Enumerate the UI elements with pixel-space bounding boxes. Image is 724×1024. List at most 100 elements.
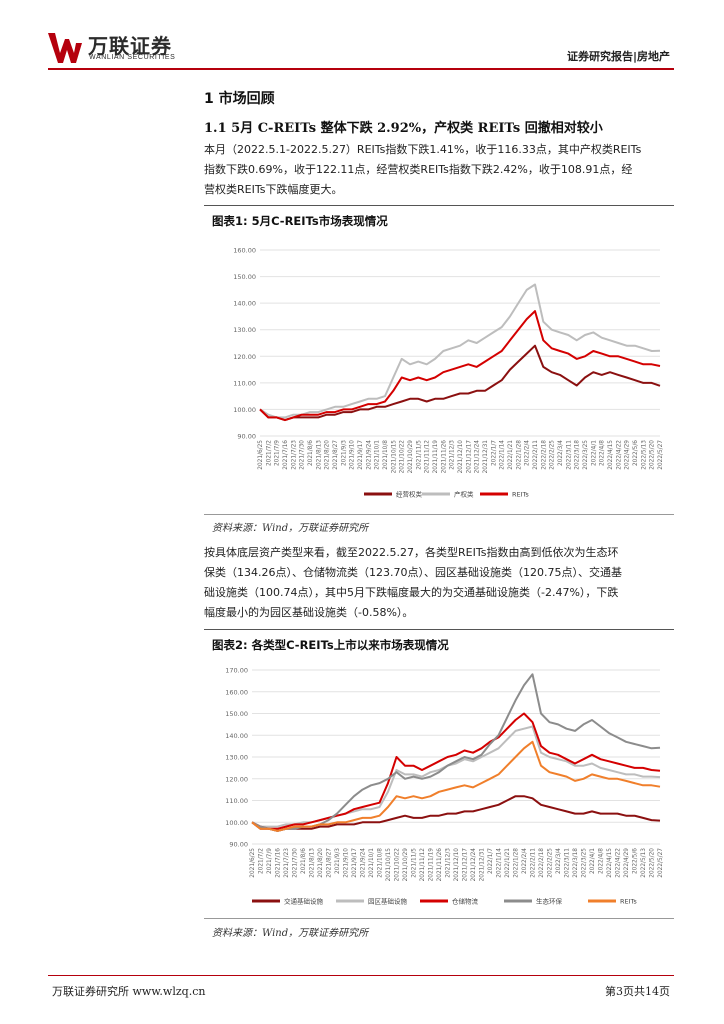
footer-org: 万联证券研究所 www.wlzq.cn xyxy=(52,985,206,998)
x-tick-label: 2022/5/20 xyxy=(650,848,656,878)
y-tick-label: 90.00 xyxy=(237,433,256,441)
x-tick-label: 2021/7/9 xyxy=(275,440,281,466)
series-line xyxy=(259,310,661,422)
paragraph-line: 本月（2022.5.1-2022.5.27）REITs指数下跌1.41%，收于1… xyxy=(204,143,642,156)
footer-divider xyxy=(48,975,674,976)
x-tick-label: 2022/1/28 xyxy=(514,848,520,878)
x-tick-label: 2021/7/23 xyxy=(291,440,297,470)
x-tick-label: 2021/8/20 xyxy=(325,440,331,470)
figure1-top-rule xyxy=(204,205,674,206)
figure1-chart: 90.00 100.00 110.00 120.00 130.00 140.00 150.0… xyxy=(233,247,664,499)
legend-label: REITs xyxy=(512,491,529,499)
x-tick-label: 2021/8/13 xyxy=(316,440,322,470)
x-tick-label: 2022/2/11 xyxy=(531,848,537,878)
x-tick-label: 2021/12/3 xyxy=(446,848,452,878)
x-tick-label: 2021/12/17 xyxy=(463,848,469,882)
x-tick-label: 2022/5/6 xyxy=(633,440,639,466)
x-tick-label: 2021/10/22 xyxy=(395,848,401,882)
x-tick-label: 2022/2/18 xyxy=(541,440,547,470)
figure2-bottom-rule xyxy=(204,918,674,919)
report-type-label: 证券研究报告|房地产 xyxy=(566,50,670,63)
x-tick-label: 2021/12/24 xyxy=(471,848,477,882)
series-line xyxy=(251,712,661,830)
y-tick-label: 90.00 xyxy=(229,841,248,849)
section-subtitle: 1.1 5月 C-REITs 整体下跌 2.92%，产权类 REITs 回撤相对… xyxy=(204,121,603,136)
x-tick-label: 2022/4/8 xyxy=(599,848,605,874)
paragraph-line: 保类（134.26点）、仓储物流类（123.70点）、园区基础设施类（120.7… xyxy=(204,566,622,579)
section-title: 1 市场回顾 xyxy=(204,91,275,107)
x-tick-label: 2021/11/5 xyxy=(412,848,418,878)
x-tick-label: 2021/10/8 xyxy=(383,440,389,470)
x-tick-label: 2022/3/4 xyxy=(558,440,564,466)
x-tick-label: 2021/9/10 xyxy=(344,848,350,878)
x-tick-label: 2022/2/4 xyxy=(522,848,528,874)
x-tick-label: 2021/10/15 xyxy=(391,440,397,474)
x-tick-label: 2021/12/17 xyxy=(466,440,472,474)
x-tick-label: 2022/5/6 xyxy=(633,848,639,874)
y-tick-label: 130.00 xyxy=(233,326,256,334)
x-tick-label: 2021/12/31 xyxy=(480,848,486,882)
series-line xyxy=(251,740,661,832)
y-tick-label: 120.00 xyxy=(233,353,256,361)
x-tick-label: 2021/12/31 xyxy=(483,440,489,474)
x-tick-label: 2021/8/20 xyxy=(318,848,324,878)
x-tick-label: 2021/11/26 xyxy=(441,440,447,474)
x-tick-label: 2021/8/6 xyxy=(301,848,307,874)
x-tick-label: 2022/2/11 xyxy=(533,440,539,470)
header-divider xyxy=(48,68,674,70)
x-tick-label: 2022/1/28 xyxy=(516,440,522,470)
x-tick-label: 2022/3/11 xyxy=(566,440,572,470)
x-tick-label: 2021/12/10 xyxy=(458,440,464,474)
paragraph-2: 按具体底层资产类型来看，截至2022.5.27，各类型REITs指数由高到低依次… xyxy=(204,543,674,623)
y-tick-label: 160.00 xyxy=(233,247,256,255)
legend-label: 经营权类 xyxy=(396,490,423,499)
x-tick-label: 2021/9/17 xyxy=(358,440,364,470)
x-tick-label: 2022/1/21 xyxy=(508,440,514,470)
x-tick-label: 2022/1/14 xyxy=(500,440,506,470)
logo-chinese-name: 万联证券 xyxy=(88,34,172,58)
x-tick-label: 2022/3/18 xyxy=(575,440,581,470)
x-tick-label: 2022/4/8 xyxy=(600,440,606,466)
series-line xyxy=(259,344,661,422)
y-tick-label: 110.00 xyxy=(233,379,256,387)
figure2-top-rule xyxy=(204,629,674,630)
y-tick-label: 170.00 xyxy=(225,667,248,675)
x-tick-label: 2022/4/1 xyxy=(590,848,596,874)
x-tick-label: 2022/3/18 xyxy=(573,848,579,878)
x-tick-label: 2021/8/6 xyxy=(308,440,314,466)
x-tick-label: 2022/3/25 xyxy=(583,440,589,470)
x-tick-label: 2021/9/10 xyxy=(350,440,356,470)
y-tick-label: 100.00 xyxy=(225,819,248,827)
x-tick-label: 2022/4/29 xyxy=(625,440,631,470)
x-tick-label: 2022/4/15 xyxy=(608,440,614,470)
series-line xyxy=(251,673,661,832)
x-tick-label: 2021/7/23 xyxy=(284,848,290,878)
x-tick-label: 2022/5/27 xyxy=(658,848,664,878)
x-tick-label: 2021/11/12 xyxy=(420,848,426,882)
legend-label: 生态环保 xyxy=(536,897,563,906)
x-tick-label: 2021/9/24 xyxy=(366,440,372,470)
paragraph-line: 按具体底层资产类型来看，截至2022.5.27，各类型REITs指数由高到低依次… xyxy=(204,546,619,559)
figure2-title: 图表2: 各类型C-REITs上市以来市场表现情况 xyxy=(212,638,449,652)
x-tick-label: 2022/1/21 xyxy=(505,848,511,878)
x-tick-label: 2021/10/1 xyxy=(375,440,381,470)
x-tick-label: 2021/7/2 xyxy=(266,440,272,466)
x-tick-label: 2021/9/3 xyxy=(341,440,347,466)
x-tick-label: 2022/3/4 xyxy=(556,848,562,874)
figure1-title: 图表1: 5月C-REITs市场表现情况 xyxy=(212,214,388,228)
figure1-source: 资料来源：Wind，万联证券研究所 xyxy=(212,523,369,534)
x-tick-label: 2022/2/25 xyxy=(550,440,556,470)
x-tick-label: 2021/11/19 xyxy=(429,848,435,882)
figure2-source: 资料来源：Wind，万联证券研究所 xyxy=(212,928,369,939)
series-line xyxy=(259,283,661,419)
x-tick-label: 2021/8/27 xyxy=(333,440,339,470)
x-tick-label: 2021/11/19 xyxy=(433,440,439,474)
x-tick-label: 2022/1/7 xyxy=(491,440,497,466)
wanlian-logo-icon xyxy=(48,33,82,63)
x-tick-label: 2021/12/3 xyxy=(450,440,456,470)
x-tick-label: 2021/9/17 xyxy=(352,848,358,878)
x-tick-label: 2021/9/3 xyxy=(335,848,341,874)
x-tick-label: 2021/6/25 xyxy=(258,440,264,470)
y-tick-label: 160.00 xyxy=(225,688,248,696)
x-tick-label: 2022/3/11 xyxy=(565,848,571,878)
